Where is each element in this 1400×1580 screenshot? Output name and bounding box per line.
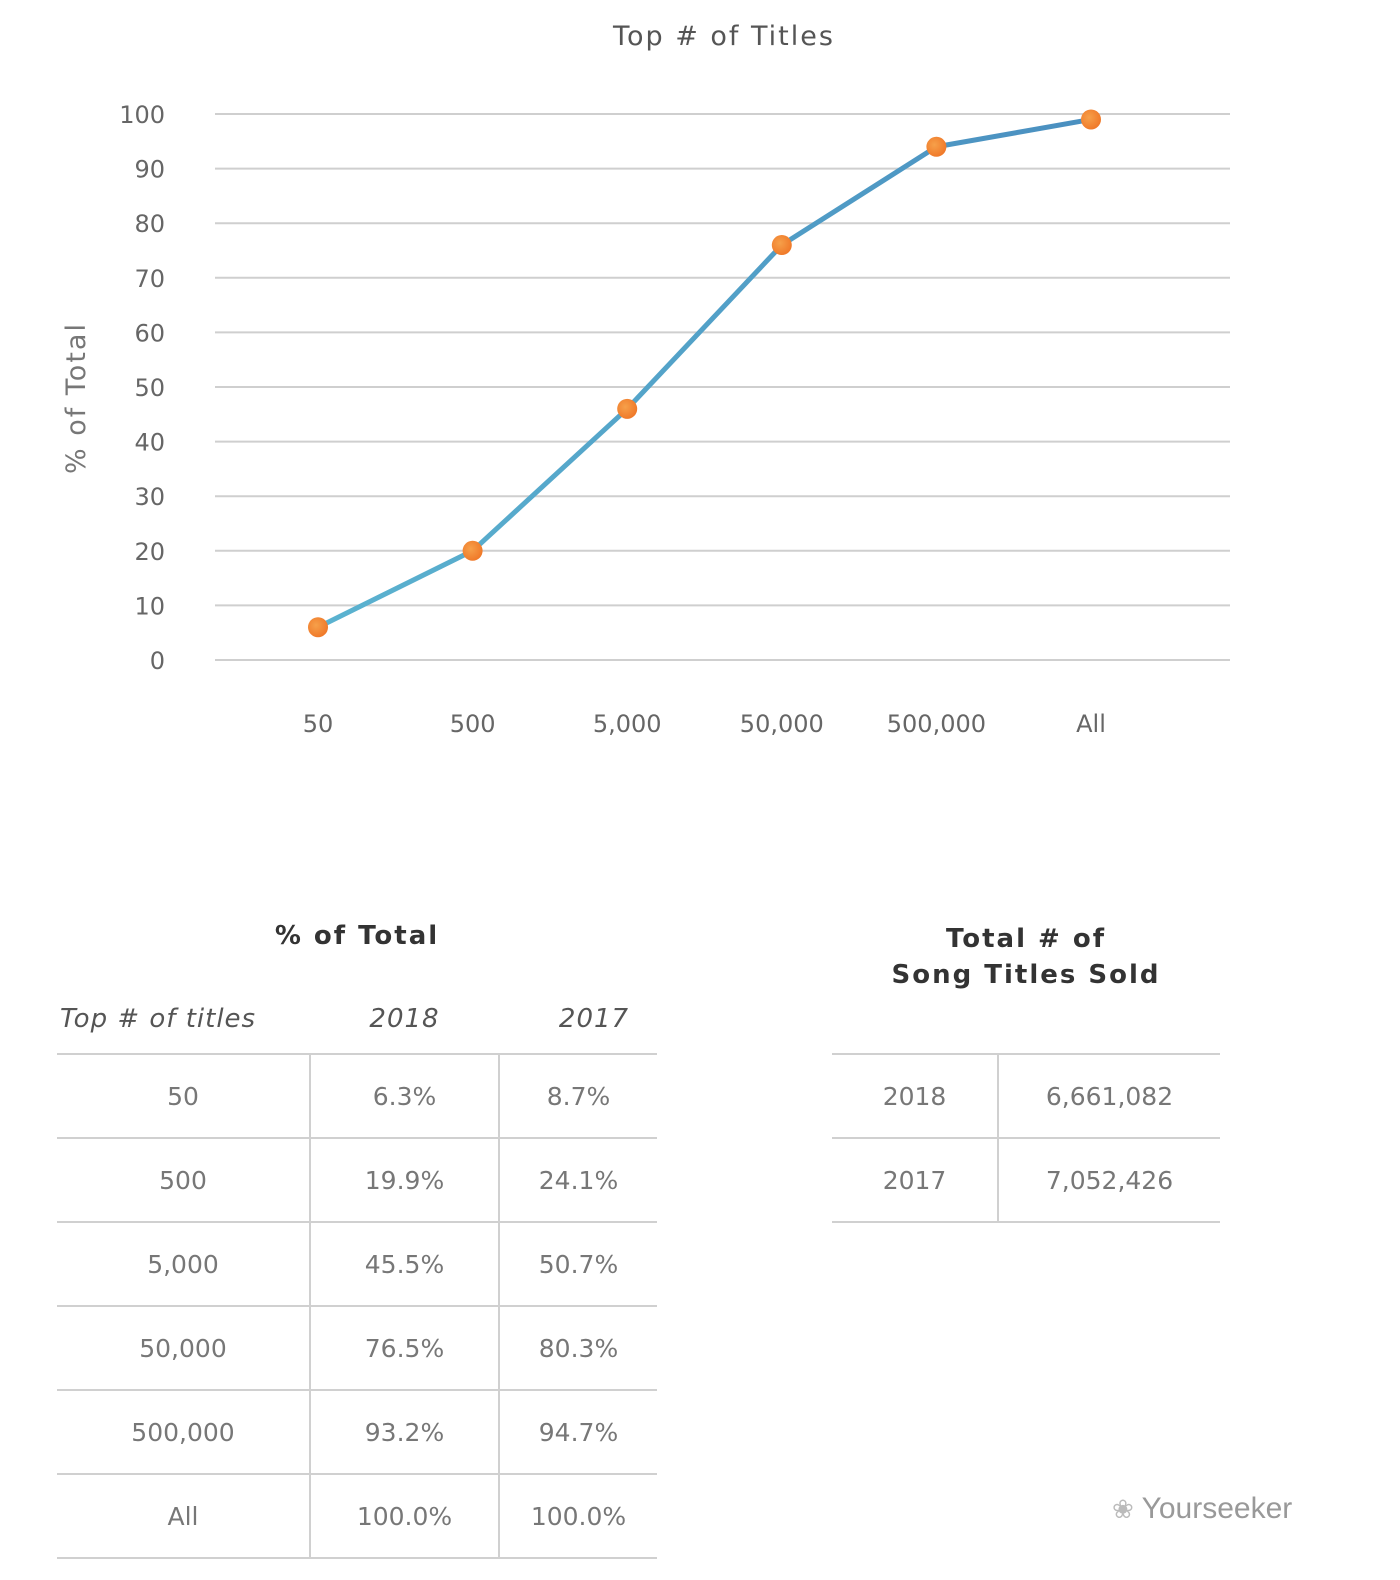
table-cell: 100.0% xyxy=(498,1474,657,1559)
pct-table: 50 6.3% 8.7% 500 19.9% 24.1% 5,000 45.5% 50.7% 50… xyxy=(57,1053,657,1559)
data-point xyxy=(771,235,792,256)
table-cell: 6,661,082 xyxy=(997,1054,1220,1139)
watermark-text: Yourseeker xyxy=(1141,1492,1293,1525)
line-chart: Top # of Titles % of Total 0 10 20 30 40 50 60… xyxy=(61,21,1230,738)
table-row: 500,000 93.2% 94.7% xyxy=(57,1390,657,1475)
table-row: 50,000 76.5% 80.3% xyxy=(57,1306,657,1391)
series-line xyxy=(316,116,1092,630)
y-tick-label: 60 xyxy=(134,319,165,347)
table-cell: 19.9% xyxy=(309,1138,499,1223)
data-point xyxy=(617,398,638,419)
table-cell: 45.5% xyxy=(309,1222,499,1307)
table-row: All 100.0% 100.0% xyxy=(57,1474,657,1559)
y-tick-label: 40 xyxy=(134,429,165,457)
table-cell: 500 xyxy=(57,1138,310,1223)
y-tick-label: 20 xyxy=(134,538,165,566)
table-row: 500 19.9% 24.1% xyxy=(57,1138,657,1223)
table-cell: 7,052,426 xyxy=(997,1138,1220,1223)
header-2017: 2017 xyxy=(558,1004,630,1034)
pct-table-title: % of Total xyxy=(274,921,440,951)
x-tick-label: 50 xyxy=(303,710,334,738)
y-axis-label: % of Total xyxy=(61,322,92,474)
x-tick-label: All xyxy=(1076,710,1106,738)
table-cell: 94.7% xyxy=(498,1390,657,1475)
total-table-title: Total # of Song Titles Sold xyxy=(832,921,1220,993)
table-cell: 500,000 xyxy=(57,1390,310,1475)
table-cell: 80.3% xyxy=(498,1306,657,1391)
table-cell: 76.5% xyxy=(309,1306,499,1391)
x-tick-label: 50,000 xyxy=(740,710,824,738)
x-tick-label: 5,000 xyxy=(593,710,662,738)
y-tick-label: 10 xyxy=(134,592,165,620)
table-cell: 93.2% xyxy=(309,1390,499,1475)
y-tick-label: 90 xyxy=(134,156,165,184)
y-tick-label: 100 xyxy=(119,101,165,129)
total-title-line1: Total # of xyxy=(945,924,1107,954)
table-cell: 2018 xyxy=(832,1054,998,1139)
data-point xyxy=(308,617,328,638)
y-tick-label: 30 xyxy=(134,483,165,511)
table-row: 2018 6,661,082 xyxy=(832,1054,1220,1139)
watermark-logo-icon: ❀ xyxy=(1112,1494,1134,1524)
y-tick-label: 80 xyxy=(134,210,165,238)
table-row: 2017 7,052,426 xyxy=(832,1138,1220,1223)
table-row: 50 6.3% 8.7% xyxy=(57,1054,657,1139)
table-cell: 50,000 xyxy=(57,1306,310,1391)
table-cell: All xyxy=(57,1474,310,1559)
data-point xyxy=(1081,109,1101,130)
table-cell: 2017 xyxy=(832,1138,998,1223)
total-title-line2: Song Titles Sold xyxy=(891,960,1161,990)
table-cell: 100.0% xyxy=(309,1474,499,1559)
data-point xyxy=(462,540,483,561)
header-2018: 2018 xyxy=(369,1004,440,1034)
y-tick-label: 0 xyxy=(150,647,165,675)
total-table: 2018 6,661,082 2017 7,052,426 xyxy=(832,1053,1220,1223)
table-cell: 5,000 xyxy=(57,1222,310,1307)
header-top-titles: Top # of titles xyxy=(60,1004,257,1034)
chart-title: Top # of Titles xyxy=(612,21,835,52)
watermark: ❀ Yourseeker xyxy=(1112,1492,1292,1526)
table-row: 5,000 45.5% 50.7% xyxy=(57,1222,657,1307)
table-cell: 50.7% xyxy=(498,1222,657,1307)
y-tick-label: 50 xyxy=(134,374,165,402)
x-tick-label: 500 xyxy=(450,710,496,738)
x-tick-label: 500,000 xyxy=(887,710,986,738)
table-cell: 6.3% xyxy=(309,1054,499,1139)
y-tick-label: 70 xyxy=(134,265,165,293)
table-cell: 8.7% xyxy=(498,1054,657,1139)
table-cell: 24.1% xyxy=(498,1138,657,1223)
table-cell: 50 xyxy=(57,1054,310,1139)
data-point xyxy=(926,136,947,157)
